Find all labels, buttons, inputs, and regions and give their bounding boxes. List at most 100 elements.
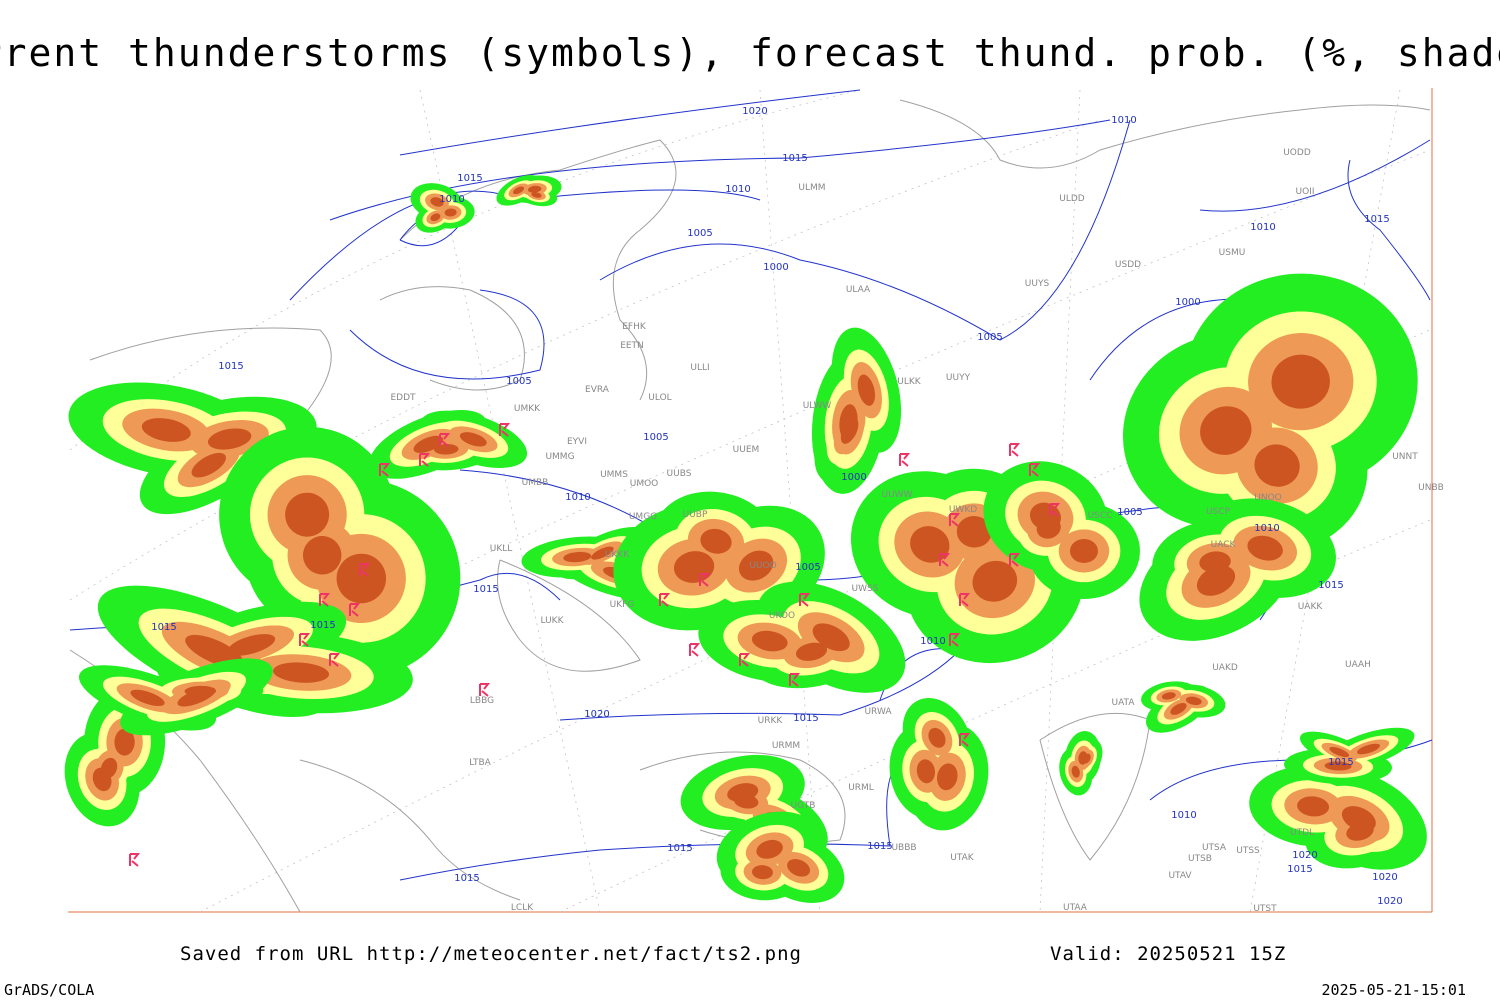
storm-symbol xyxy=(359,563,371,577)
isobar-label: 1010 xyxy=(1250,222,1275,233)
station-label: UTAV xyxy=(1168,871,1192,881)
station-label: USCC xyxy=(1088,511,1113,521)
station-label: UKFG xyxy=(610,600,635,610)
station-label: ULOL xyxy=(648,393,671,403)
storm-symbol xyxy=(1029,463,1041,477)
isobar-label: 1015 xyxy=(151,622,176,633)
isobar-label: 1015 xyxy=(473,584,498,595)
station-label: EDDT xyxy=(390,393,416,403)
probability-area xyxy=(207,428,252,450)
station-label: UTAA xyxy=(1063,903,1088,913)
thunderstorm-probability-shading xyxy=(64,175,1427,903)
station-label: UMBB xyxy=(522,478,549,488)
isobar-label: 1005 xyxy=(977,332,1002,343)
station-label: LBBG xyxy=(470,696,494,706)
station-label: UODD xyxy=(1283,148,1311,158)
probability-area xyxy=(1078,751,1088,765)
station-label: UTSS xyxy=(1236,846,1260,856)
probability-area xyxy=(751,865,773,880)
storm-symbol xyxy=(329,653,341,667)
station-label: UUYS xyxy=(1025,279,1050,289)
isobar-label: 1015 xyxy=(218,361,243,372)
isobar-label: 1010 xyxy=(439,194,464,205)
isobar-label: 1015 xyxy=(1364,214,1389,225)
station-label: UOII xyxy=(1296,187,1315,197)
probability-area xyxy=(751,630,788,652)
probability-area xyxy=(92,767,112,792)
probability-area xyxy=(972,560,1018,602)
station-label: UAKK xyxy=(1298,602,1324,612)
probability-area xyxy=(434,444,459,455)
station-label: UMOO xyxy=(630,479,659,489)
probability-area xyxy=(413,435,444,453)
isobar-label: 1010 xyxy=(1254,523,1279,534)
storm-symbol xyxy=(299,633,311,647)
isobar-label: 1020 xyxy=(584,709,609,720)
probability-area xyxy=(191,452,226,478)
station-label: UWSS xyxy=(852,584,879,594)
station-label: LTBA xyxy=(469,758,491,768)
probability-area xyxy=(563,551,592,563)
storm-symbol xyxy=(789,673,801,687)
station-label: UTST xyxy=(1253,904,1277,914)
station-label: UATA xyxy=(1111,698,1135,708)
station-label: USCP xyxy=(1206,507,1231,517)
station-label: UTAK xyxy=(950,853,975,863)
station-label: UTSB xyxy=(1188,854,1212,864)
probability-area xyxy=(1247,535,1283,561)
storm-symbol xyxy=(1009,443,1021,457)
isobar-label: 1015 xyxy=(1328,757,1353,768)
probability-area xyxy=(756,839,783,859)
isobar-label: 1015 xyxy=(310,620,335,631)
storm-symbol xyxy=(949,513,961,527)
storm-symbol xyxy=(379,463,391,477)
probability-area xyxy=(430,213,441,222)
storm-symbol xyxy=(699,573,711,587)
probability-area xyxy=(527,185,542,193)
station-label: UKOO xyxy=(769,611,795,621)
storm-symbol xyxy=(129,853,141,867)
storm-symbol xyxy=(479,683,491,697)
station-label: EETN xyxy=(620,341,644,351)
station-label: UTSA xyxy=(1202,843,1227,853)
storm-symbol xyxy=(739,653,751,667)
station-label: URWA xyxy=(864,707,892,717)
probability-area xyxy=(1185,696,1202,705)
isobar-label: 1015 xyxy=(867,841,892,852)
probability-area xyxy=(1297,796,1330,817)
station-label: LCLK xyxy=(511,903,534,913)
station-label: UUBP xyxy=(683,510,708,520)
storm-symbol xyxy=(899,453,911,467)
isobar-label: 1020 xyxy=(1377,896,1402,907)
station-label: EVRA xyxy=(585,385,610,395)
probability-area xyxy=(1029,502,1061,531)
station-label: UKLL xyxy=(490,544,513,554)
storm-symbol xyxy=(959,733,971,747)
storm-symbol xyxy=(949,633,961,647)
storm-symbol xyxy=(349,603,361,617)
station-label: UTDL xyxy=(1290,828,1314,838)
storm-symbol xyxy=(1049,503,1061,517)
isobar-label: 1010 xyxy=(920,636,945,647)
probability-area xyxy=(1271,354,1330,409)
probability-area xyxy=(812,623,850,652)
probability-area xyxy=(444,208,457,217)
probability-area xyxy=(177,687,216,707)
isobar-label: 1005 xyxy=(687,228,712,239)
probability-area xyxy=(1200,406,1252,455)
station-label: UBBB xyxy=(891,843,916,853)
station-label: UNBB xyxy=(1418,483,1444,493)
storm-symbol xyxy=(689,643,701,657)
station-label: UMMG xyxy=(545,452,574,462)
map-labels: 1020 1015 1015 1010 1010 1005 1000 1010 1015 1010… xyxy=(151,106,1444,914)
isobar-label: 1015 xyxy=(1287,864,1312,875)
probability-area xyxy=(1069,538,1098,563)
probability-area xyxy=(916,759,935,784)
probability-area xyxy=(910,526,950,563)
isobar-label: 1000 xyxy=(763,262,788,273)
station-label: UUEM xyxy=(733,445,760,455)
storm-symbol xyxy=(959,593,971,607)
probability-area xyxy=(227,634,276,656)
thunderstorm-symbols xyxy=(129,423,1061,867)
probability-area xyxy=(1357,743,1380,755)
